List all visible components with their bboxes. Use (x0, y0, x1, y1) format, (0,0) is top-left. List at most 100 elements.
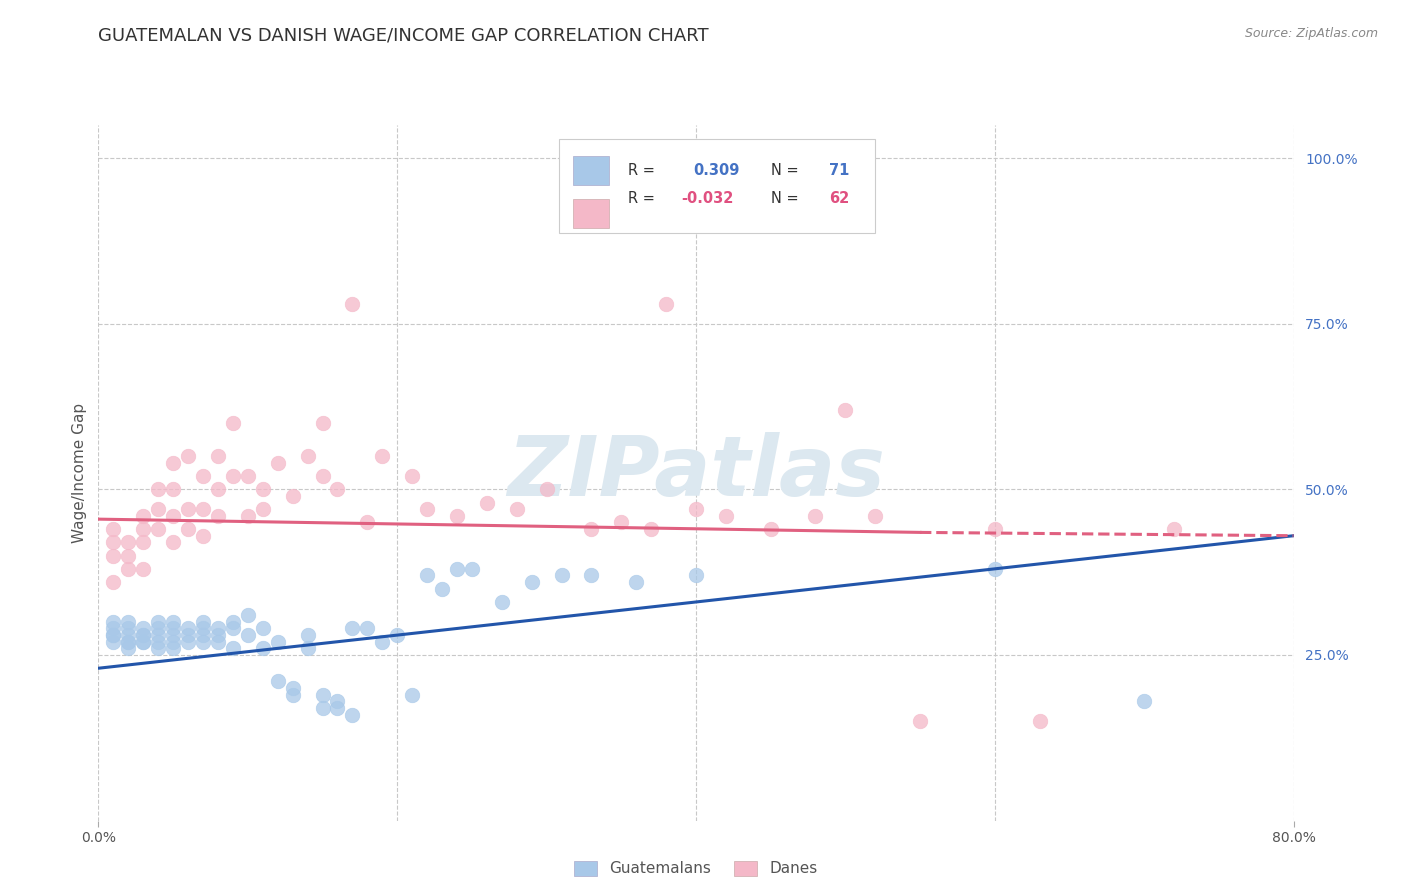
Point (626, 575, 648, 590)
Point (103, 522, 125, 536)
Point (984, 522, 1007, 536)
Point (177, 628, 200, 642)
Point (252, 483, 274, 497)
Point (252, 622, 274, 636)
Point (103, 628, 125, 642)
Point (252, 502, 274, 516)
Point (371, 449, 394, 463)
Point (1028, 714, 1050, 729)
Point (207, 449, 229, 463)
Point (804, 508, 827, 523)
FancyBboxPatch shape (572, 199, 609, 227)
Text: 0.309: 0.309 (693, 163, 740, 178)
Point (162, 641, 184, 656)
Point (132, 522, 155, 536)
Legend: Guatemalans, Danes: Guatemalans, Danes (568, 855, 824, 882)
Point (401, 469, 423, 483)
Text: 62: 62 (828, 191, 849, 206)
Point (685, 502, 707, 516)
Point (191, 615, 214, 629)
Point (610, 516, 633, 530)
Point (191, 469, 214, 483)
Point (132, 634, 155, 648)
Point (475, 495, 498, 509)
Point (655, 297, 678, 311)
Point (311, 688, 333, 702)
Point (207, 634, 229, 648)
Point (207, 628, 229, 642)
Point (236, 508, 259, 523)
Point (222, 641, 245, 656)
Point (236, 628, 259, 642)
Point (984, 562, 1007, 576)
Point (148, 634, 170, 648)
Point (148, 622, 170, 636)
Point (416, 502, 439, 516)
FancyBboxPatch shape (572, 156, 609, 186)
Point (191, 628, 214, 642)
Point (326, 701, 349, 715)
Point (191, 622, 214, 636)
Text: -0.032: -0.032 (682, 191, 734, 206)
Point (311, 416, 333, 430)
Point (236, 469, 259, 483)
Point (162, 508, 184, 523)
FancyBboxPatch shape (558, 139, 875, 233)
Text: N =: N = (772, 163, 803, 178)
Point (162, 615, 184, 629)
Point (117, 634, 139, 648)
Point (401, 688, 423, 702)
Point (132, 535, 155, 549)
Point (1133, 694, 1156, 708)
Point (103, 634, 125, 648)
Point (103, 615, 125, 629)
Point (356, 516, 378, 530)
Point (148, 615, 170, 629)
Point (326, 694, 349, 708)
Point (311, 701, 333, 715)
Point (430, 582, 453, 596)
Point (162, 628, 184, 642)
Point (117, 615, 139, 629)
Text: GUATEMALAN VS DANISH WAGE/INCOME GAP CORRELATION CHART: GUATEMALAN VS DANISH WAGE/INCOME GAP COR… (98, 27, 709, 45)
Text: Source: ZipAtlas.com: Source: ZipAtlas.com (1244, 27, 1378, 40)
Point (461, 562, 484, 576)
Point (834, 402, 856, 417)
Point (132, 628, 155, 642)
Point (177, 634, 200, 648)
Point (297, 628, 319, 642)
Point (581, 522, 603, 536)
Point (117, 622, 139, 636)
Point (865, 508, 887, 523)
Point (222, 615, 245, 629)
Text: R =: R = (628, 163, 659, 178)
Text: ZIPatlas: ZIPatlas (508, 433, 884, 513)
Point (148, 628, 170, 642)
Point (506, 502, 529, 516)
Point (416, 568, 439, 582)
Point (267, 674, 290, 689)
Point (132, 508, 155, 523)
Point (685, 568, 707, 582)
Point (117, 628, 139, 642)
Y-axis label: Wage/Income Gap: Wage/Income Gap (72, 402, 87, 543)
Point (326, 483, 349, 497)
Point (103, 535, 125, 549)
Point (162, 535, 184, 549)
Point (132, 622, 155, 636)
Point (550, 568, 572, 582)
Point (132, 628, 155, 642)
Point (342, 297, 364, 311)
Point (385, 628, 409, 642)
Point (1163, 522, 1185, 536)
Point (132, 634, 155, 648)
Point (177, 502, 200, 516)
Point (162, 634, 184, 648)
Point (191, 634, 214, 648)
Point (103, 549, 125, 563)
Point (759, 522, 782, 536)
Point (446, 508, 468, 523)
Point (117, 634, 139, 648)
Point (236, 608, 259, 623)
Point (177, 622, 200, 636)
